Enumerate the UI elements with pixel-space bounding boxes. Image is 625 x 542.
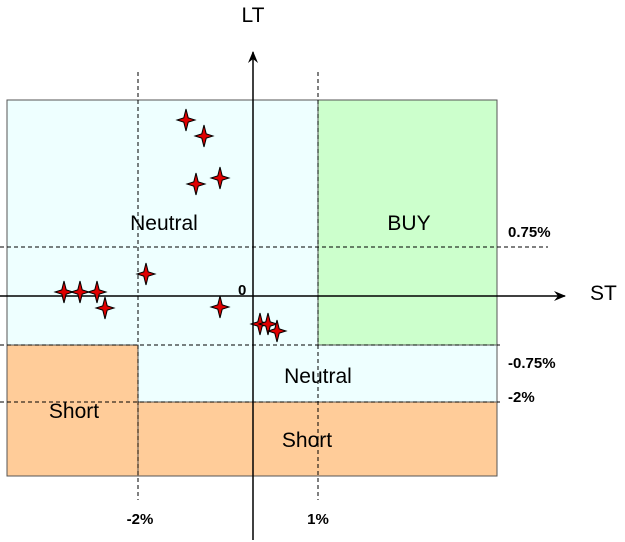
threshold-label: -2% — [508, 389, 535, 406]
x-axis-label: ST — [590, 282, 617, 305]
zone-label: Neutral — [284, 365, 352, 388]
origin-label: 0 — [238, 282, 246, 299]
buy-zone — [317, 99, 498, 346]
threshold-label: -0.75% — [508, 355, 556, 372]
zone-label: Short — [49, 400, 99, 423]
zone-label: Short — [282, 429, 332, 452]
threshold-label: 0.75% — [508, 224, 551, 241]
threshold-label: -2% — [127, 511, 154, 528]
threshold-label: 1% — [307, 511, 329, 528]
zone-label: Neutral — [130, 212, 198, 235]
y-axis-label: LT — [242, 4, 265, 27]
zone-label: BUY — [387, 212, 430, 235]
